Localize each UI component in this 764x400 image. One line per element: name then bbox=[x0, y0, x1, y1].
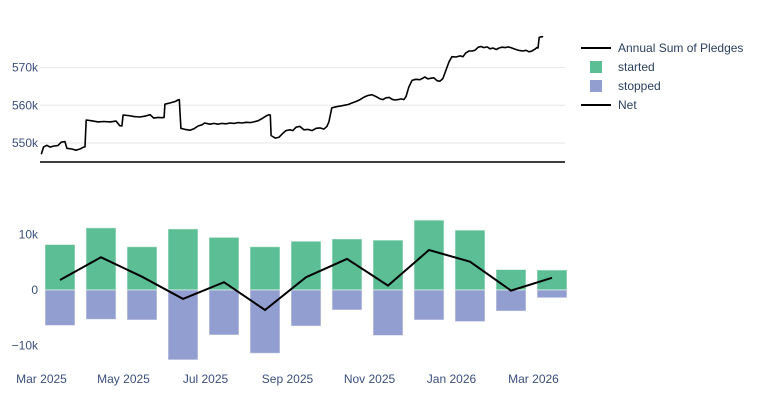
bottom-chart-xtick-label: May 2025 bbox=[97, 372, 150, 386]
bar-stopped-may-2025[interactable] bbox=[126, 289, 158, 321]
legend-symbol-cell bbox=[581, 103, 618, 106]
legend-item-annual-sum-of-pledges[interactable]: Annual Sum of Pledges bbox=[581, 38, 743, 57]
legend-item-started[interactable]: started bbox=[581, 57, 743, 76]
bar-stopped-jun-2025[interactable] bbox=[167, 289, 199, 361]
bar-stopped-aug-2025[interactable] bbox=[249, 289, 281, 354]
bar-started-jan-2026[interactable] bbox=[454, 229, 486, 291]
bar-started-jun-2025[interactable] bbox=[167, 228, 199, 291]
bar-started-mar-2025[interactable] bbox=[44, 244, 76, 291]
bar-started-nov-2025[interactable] bbox=[372, 239, 404, 291]
legend-item-net[interactable]: Net bbox=[581, 95, 743, 114]
legend-item-stopped[interactable]: stopped bbox=[581, 76, 743, 95]
bar-stopped-mar-2025[interactable] bbox=[44, 289, 76, 326]
bar-started-aug-2025[interactable] bbox=[249, 246, 281, 291]
bottom-chart-xtick-label: Sep 2025 bbox=[262, 372, 314, 386]
legend-line-icon bbox=[581, 103, 611, 106]
bar-stopped-jan-2026[interactable] bbox=[454, 289, 486, 323]
bar-stopped-feb-2026[interactable] bbox=[495, 289, 527, 312]
top-chart-ytick-label: 570k bbox=[12, 61, 39, 75]
bar-stopped-nov-2025[interactable] bbox=[372, 289, 404, 336]
legend: Annual Sum of Pledges started stopped Net bbox=[581, 38, 743, 114]
legend-label-started: started bbox=[618, 59, 655, 74]
bar-stopped-dec-2025[interactable] bbox=[413, 289, 445, 321]
bottom-chart-ytick-label: 10k bbox=[19, 228, 39, 242]
bar-started-dec-2025[interactable] bbox=[413, 219, 445, 291]
bar-started-sep-2025[interactable] bbox=[290, 240, 322, 291]
legend-symbol-cell bbox=[581, 46, 618, 49]
legend-swatch-icon bbox=[590, 79, 602, 92]
legend-label-annual-sum-of-pledges: Annual Sum of Pledges bbox=[618, 40, 744, 55]
bottom-chart-xtick-label: Jan 2026 bbox=[427, 372, 477, 386]
legend-swatch-icon bbox=[590, 60, 602, 73]
bottom-chart-xtick-label: Nov 2025 bbox=[344, 372, 396, 386]
bottom-chart-xtick-label: Mar 2025 bbox=[16, 372, 67, 386]
net-line[interactable] bbox=[59, 248, 553, 312]
legend-label-net: Net bbox=[618, 97, 637, 112]
bar-stopped-mar-2026[interactable] bbox=[536, 289, 568, 299]
bar-stopped-jul-2025[interactable] bbox=[208, 289, 240, 336]
bottom-chart-ytick-label: 0 bbox=[31, 283, 38, 297]
bar-stopped-sep-2025[interactable] bbox=[290, 289, 322, 327]
legend-line-icon bbox=[581, 46, 611, 49]
top-chart-ytick-label: 560k bbox=[12, 98, 39, 112]
bottom-chart-ytick-label: −10k bbox=[12, 339, 39, 353]
bar-started-apr-2025[interactable] bbox=[85, 227, 117, 291]
bottom-chart-xtick-label: Jul 2025 bbox=[183, 372, 229, 386]
top-chart-ytick-label: 550k bbox=[12, 136, 39, 150]
legend-symbol-cell bbox=[581, 79, 618, 92]
annual-sum-of-pledges-line[interactable] bbox=[40, 35, 544, 155]
bar-started-mar-2026[interactable] bbox=[536, 269, 568, 291]
bar-stopped-oct-2025[interactable] bbox=[331, 289, 363, 311]
bottom-chart-xtick-label: Mar 2026 bbox=[508, 372, 559, 386]
bar-stopped-apr-2025[interactable] bbox=[85, 289, 117, 320]
legend-label-stopped: stopped bbox=[618, 78, 661, 93]
legend-symbol-cell bbox=[581, 60, 618, 73]
